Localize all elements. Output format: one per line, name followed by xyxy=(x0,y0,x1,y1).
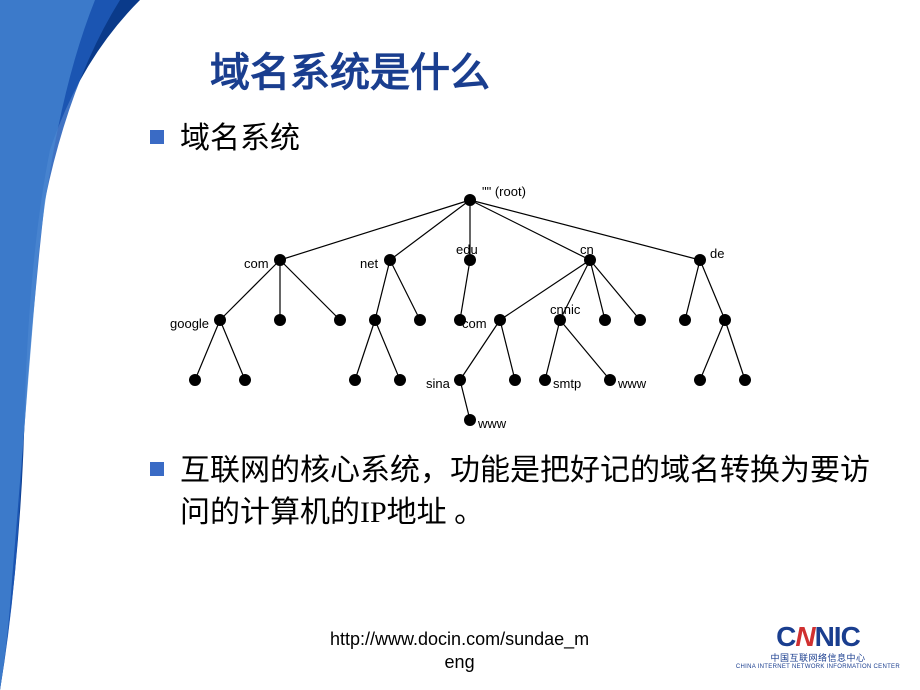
svg-text:edu: edu xyxy=(456,242,478,257)
svg-text:net: net xyxy=(360,256,378,271)
bullet-marker xyxy=(150,130,164,144)
bullet-1: 域名系统 xyxy=(150,118,300,160)
slide-title: 域名系统是什么 xyxy=(210,40,490,98)
svg-text:com: com xyxy=(462,316,487,331)
bullet-marker xyxy=(150,462,164,476)
svg-text:de: de xyxy=(710,246,724,261)
bullet-2: 互联网的核心系统，功能是把好记的域名转换为要访问的计算机的IP地址 。 xyxy=(150,450,870,534)
dns-tree-diagram: "" (root) com net edu cn de google com cnnic sina… xyxy=(160,170,780,430)
logo-subtitle-en: CHINA INTERNET NETWORK INFORMATION CENTE… xyxy=(736,664,900,670)
svg-text:www: www xyxy=(477,416,507,430)
logo-subtitle-cn: 中国互联网络信息中心 xyxy=(736,651,900,664)
svg-text:smtp: smtp xyxy=(553,376,581,391)
svg-text:sina: sina xyxy=(426,376,451,391)
logo-text: CNNIC xyxy=(736,621,900,653)
svg-text:www: www xyxy=(617,376,647,391)
svg-text:com: com xyxy=(244,256,269,271)
svg-text:cnnic: cnnic xyxy=(550,302,581,317)
svg-text:"" (root): "" (root) xyxy=(482,184,526,199)
svg-text:cn: cn xyxy=(580,242,594,257)
bullet-2-text: 互联网的核心系统，功能是把好记的域名转换为要访问的计算机的IP地址 。 xyxy=(180,450,870,534)
bullet-1-text: 域名系统 xyxy=(180,118,300,160)
cnnic-logo: CNNIC 中国互联网络信息中心 CHINA INTERNET NETWORK … xyxy=(736,621,900,670)
svg-text:google: google xyxy=(170,316,209,331)
slide-decoration xyxy=(0,0,140,690)
footer-url: http://www.docin.com/sundae_m eng xyxy=(330,628,589,675)
